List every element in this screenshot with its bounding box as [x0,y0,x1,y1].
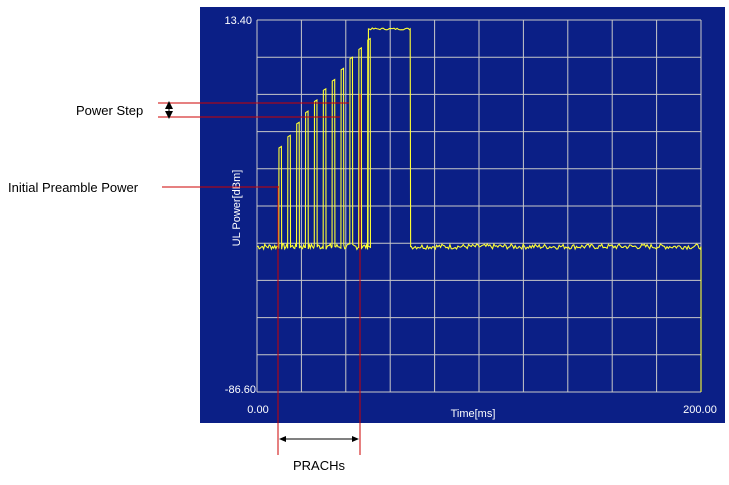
series-line-ul-power [256,27,702,392]
y-axis-label: UL Power[dBm] [231,170,243,247]
grid [256,19,702,393]
power-step-arrow [165,101,173,119]
x-tick-label-right: 200.00 [683,404,717,416]
y-tick-label-top: 13.40 [224,15,252,27]
prachs-label: PRACHs [293,458,346,473]
x-axis-label: Time[ms] [451,408,496,420]
x-tick-label-left: 0.00 [247,404,268,416]
initial-preamble-power-label: Initial Preamble Power [8,180,139,195]
y-tick-label-bottom: -86.60 [225,384,256,396]
power-step-label: Power Step [76,103,143,118]
prachs-arrow [279,436,359,442]
